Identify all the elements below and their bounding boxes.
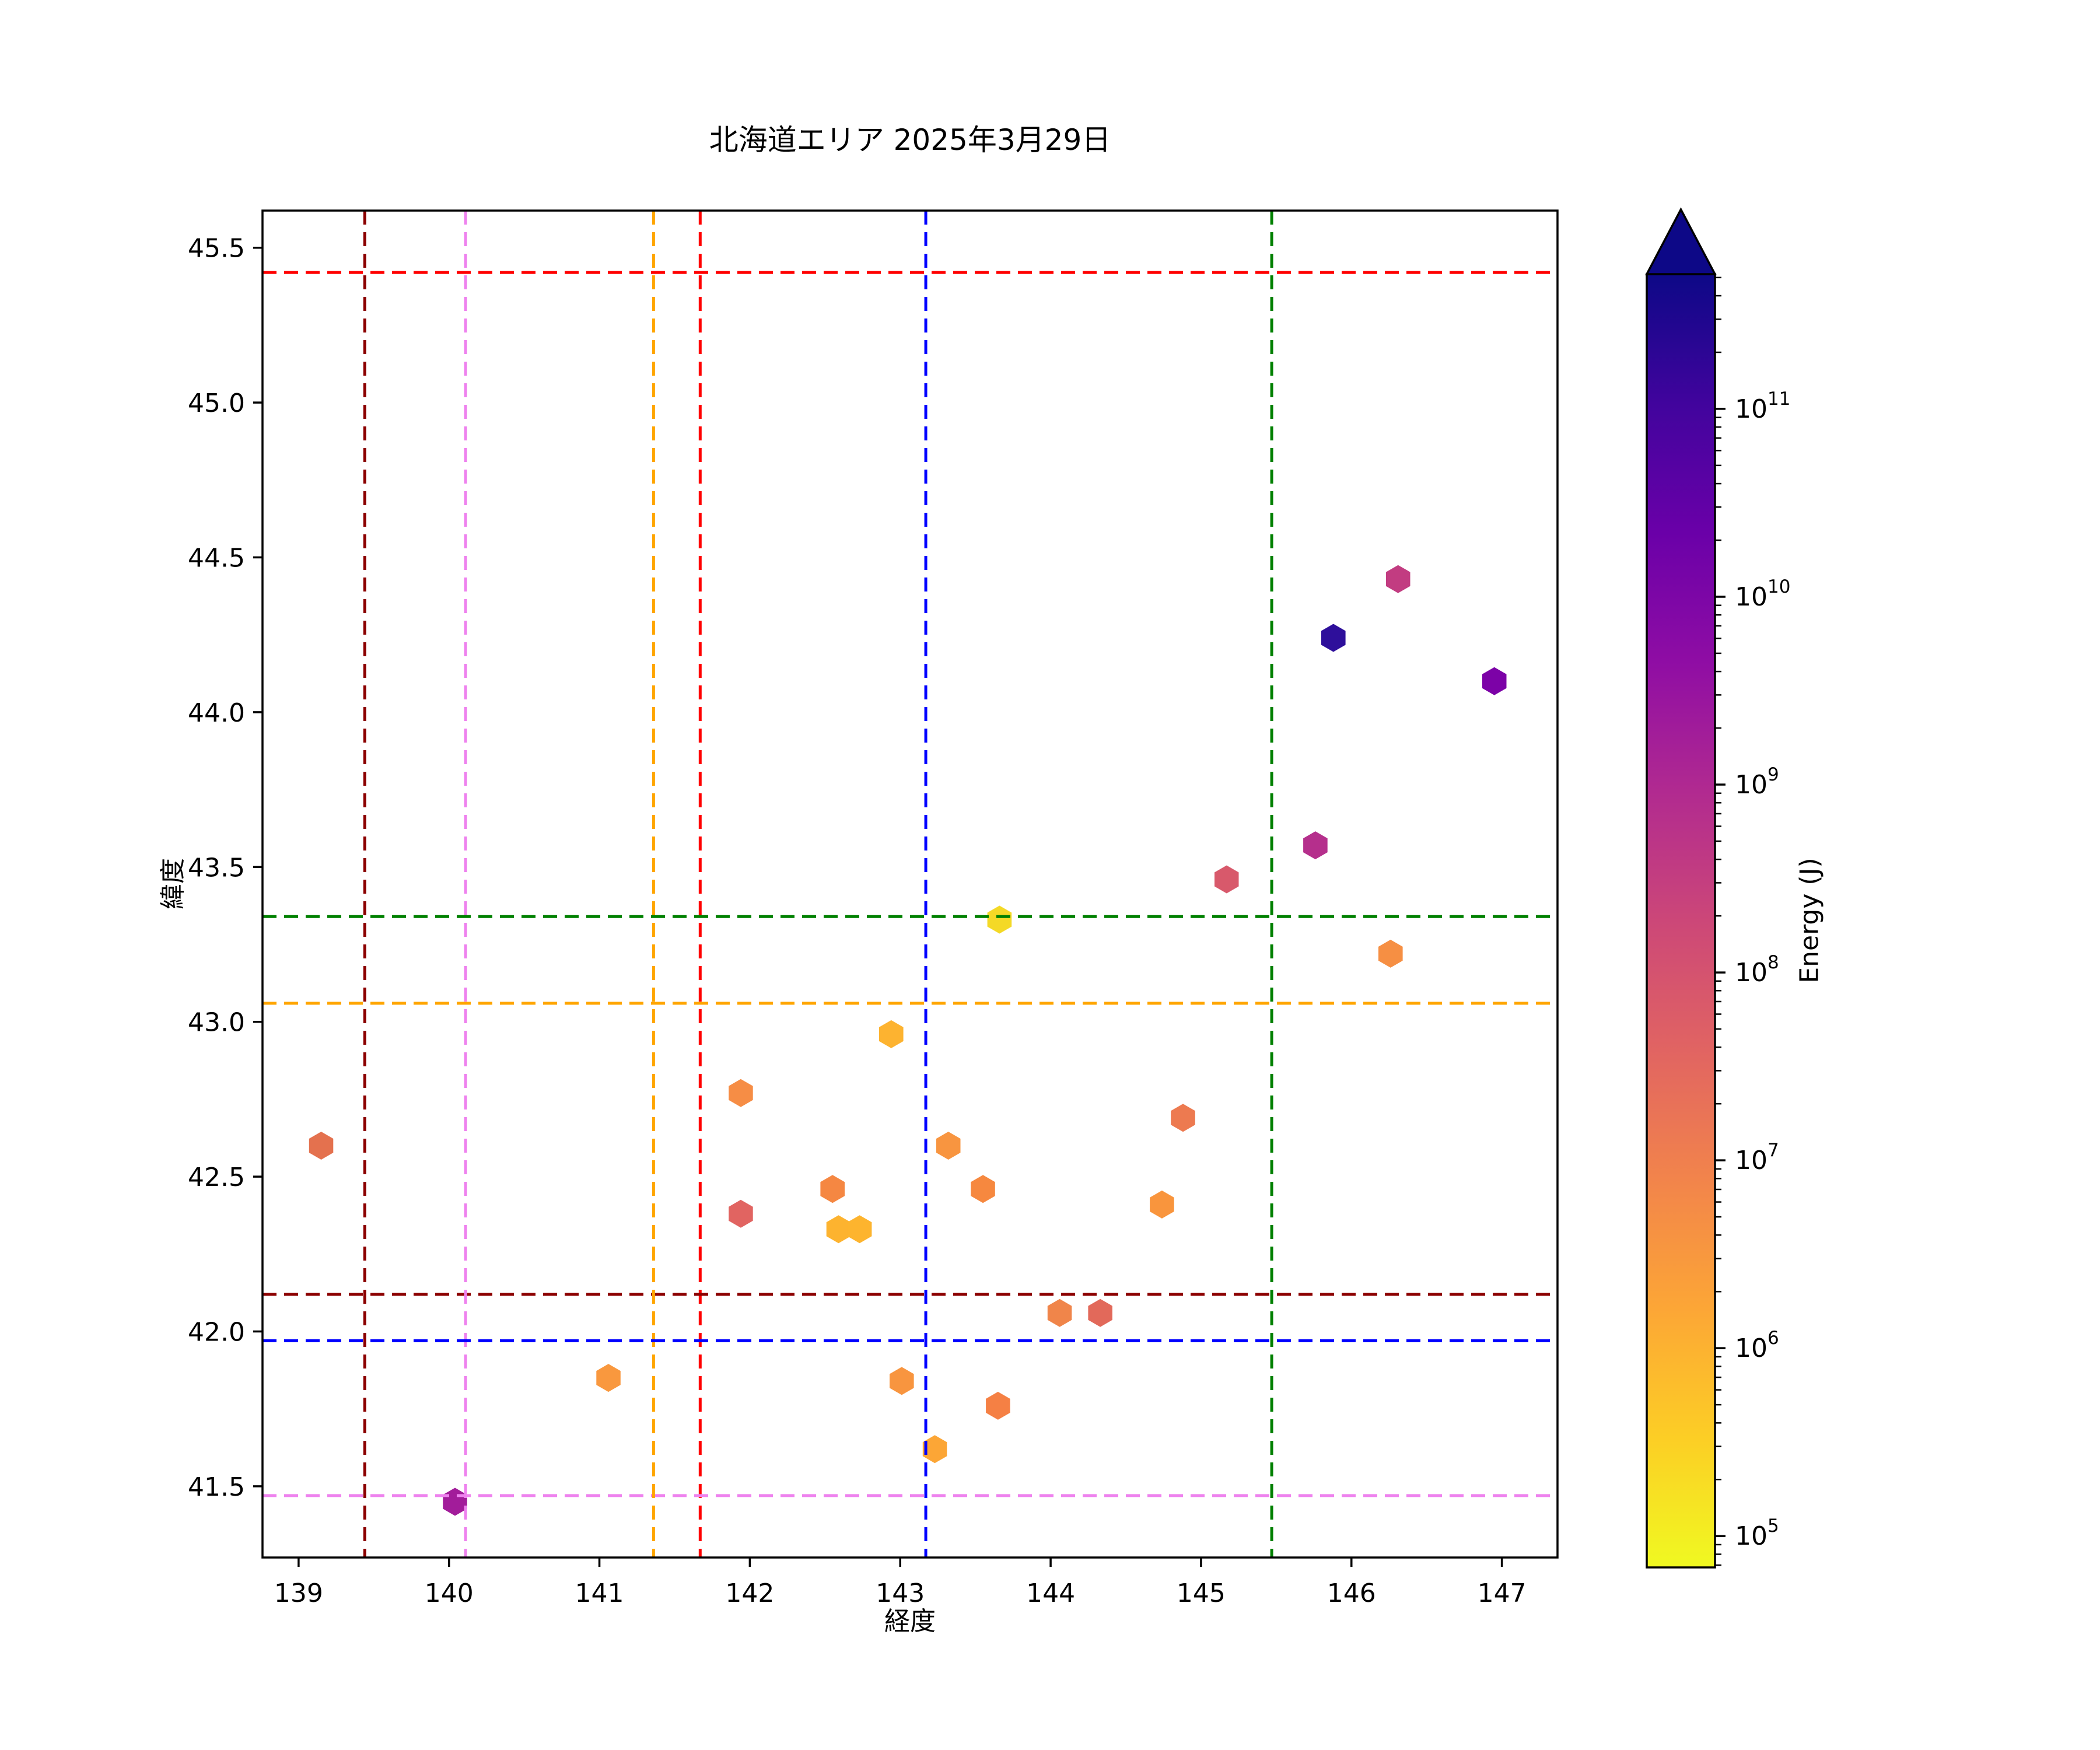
x-tick-label: 144 [1026, 1578, 1075, 1608]
scatter-point [879, 1020, 904, 1048]
scatter-point [1378, 939, 1403, 968]
scatter-point [847, 1215, 872, 1244]
scatter-point [443, 1488, 467, 1516]
scatter-point [1088, 1298, 1112, 1327]
scatter-point [922, 1435, 947, 1464]
colorbar-tick-label: 109 [1735, 764, 1779, 800]
scatter-point [1047, 1298, 1072, 1327]
y-tick-label: 45.0 [188, 388, 245, 418]
x-tick-label: 143 [876, 1578, 925, 1608]
scatter-point [826, 1215, 851, 1244]
y-tick-label: 45.5 [188, 234, 245, 264]
scatter-point [1171, 1104, 1195, 1132]
x-tick-label: 146 [1327, 1578, 1376, 1608]
scatter-point [936, 1132, 961, 1160]
scatter-point [987, 905, 1012, 934]
scatter-point [820, 1175, 845, 1203]
scatter-point [596, 1364, 621, 1392]
colorbar-tick-label: 1011 [1735, 388, 1790, 424]
scatter-point [1482, 667, 1507, 695]
scatter-point [971, 1175, 995, 1203]
scatter-point [1214, 865, 1239, 894]
y-tick-label: 43.5 [188, 853, 245, 883]
colorbar-tick-label: 105 [1735, 1516, 1779, 1551]
x-axis-label: 経度 [884, 1606, 936, 1636]
chart-title: 北海道エリア 2025年3月29日 [709, 123, 1111, 157]
colorbar-extend-arrow [1645, 207, 1717, 275]
scatter-point [309, 1132, 334, 1160]
x-tick-label: 140 [425, 1578, 474, 1608]
x-tick-label: 145 [1177, 1578, 1226, 1608]
scatter-point [1150, 1190, 1174, 1219]
colorbar-tick-label: 1010 [1735, 576, 1790, 612]
scatter-point [1385, 565, 1410, 593]
y-tick-label: 42.5 [188, 1163, 245, 1192]
x-tick-label: 139 [274, 1578, 323, 1608]
x-tick-label: 141 [575, 1578, 624, 1608]
y-tick-label: 41.5 [188, 1472, 245, 1502]
axes-frame [261, 209, 1559, 1559]
y-tick-label: 42.0 [188, 1318, 245, 1348]
colorbar-tick-label: 107 [1735, 1140, 1779, 1175]
y-tick-label: 44.0 [188, 698, 245, 728]
scatter-point [1321, 624, 1346, 652]
scatter-point [1303, 831, 1328, 860]
y-tick-label: 43.0 [188, 1008, 245, 1038]
colorbar-tick-label: 108 [1735, 952, 1779, 988]
scatter-point [986, 1391, 1010, 1420]
scatter-point [729, 1199, 753, 1228]
scatter-point [729, 1079, 753, 1107]
scatter-point [890, 1367, 914, 1395]
x-tick-label: 147 [1478, 1578, 1527, 1608]
colorbar [1646, 273, 1716, 1569]
x-tick-label: 142 [725, 1578, 774, 1608]
y-tick-label: 44.5 [188, 544, 245, 573]
colorbar-tick-label: 106 [1735, 1328, 1779, 1363]
